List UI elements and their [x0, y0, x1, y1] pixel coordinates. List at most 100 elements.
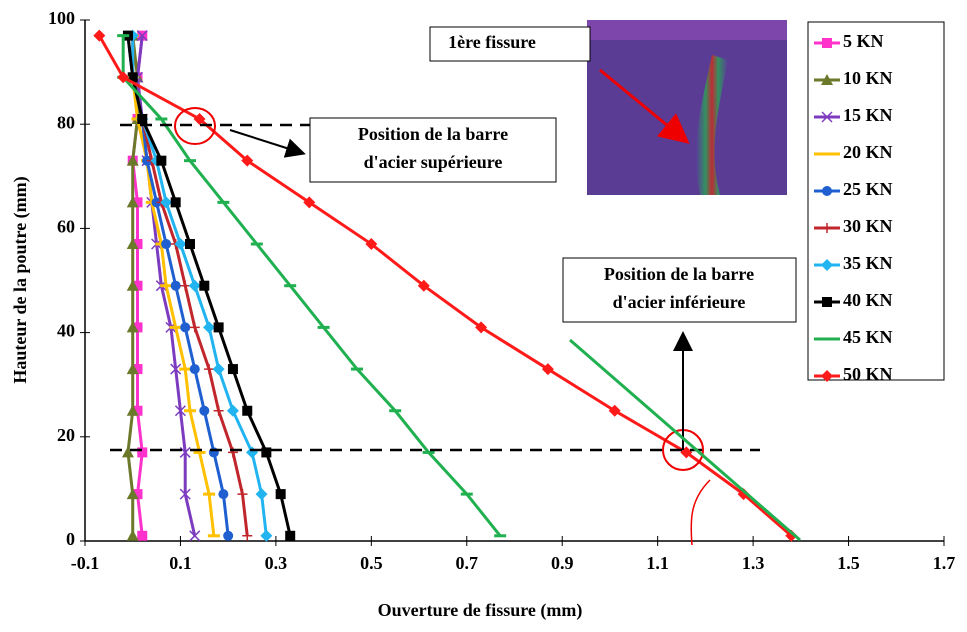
- marker: [199, 405, 210, 416]
- legend-marker: [822, 38, 832, 48]
- marker: [126, 488, 139, 500]
- x-tick-label: 0.3: [265, 553, 288, 573]
- annotation: Position de la barre: [358, 124, 508, 144]
- series: [93, 29, 798, 542]
- legend-label: 10 KN: [843, 68, 893, 88]
- x-tick-label: 0.9: [551, 553, 574, 573]
- y-tick-label: 60: [57, 217, 75, 237]
- marker: [161, 239, 172, 250]
- marker: [170, 280, 181, 291]
- marker: [188, 279, 201, 292]
- marker: [160, 196, 173, 209]
- marker: [203, 321, 216, 334]
- marker: [179, 488, 191, 500]
- legend-label: 15 KN: [843, 105, 893, 125]
- legend: 5 KN 10 KN 15 KN 20 KN 25 KN 30 KN 35 KN 40 KN 4…: [807, 21, 945, 384]
- marker: [126, 279, 139, 291]
- marker: [541, 363, 554, 376]
- legend-marker: [821, 74, 833, 85]
- marker: [212, 363, 225, 376]
- marker: [213, 405, 224, 416]
- marker: [237, 489, 248, 500]
- marker: [170, 363, 182, 375]
- marker: [199, 280, 210, 291]
- marker: [126, 238, 139, 250]
- marker: [189, 530, 201, 542]
- marker: [218, 489, 229, 500]
- marker: [127, 72, 138, 83]
- annotations: Position de la barre d'acier supérieure …: [110, 107, 801, 546]
- marker: [180, 322, 191, 333]
- x-tick-label: 0.7: [456, 553, 479, 573]
- marker: [608, 404, 621, 417]
- marker: [132, 489, 143, 500]
- marker: [132, 364, 143, 375]
- annotation: 1ère fissure: [448, 32, 536, 52]
- legend-marker: [822, 297, 832, 307]
- marker: [132, 405, 143, 416]
- marker: [121, 446, 134, 458]
- marker: [204, 364, 215, 375]
- x-tick-label: 1.7: [933, 553, 956, 573]
- marker: [189, 364, 200, 375]
- legend-marker: [822, 186, 832, 196]
- marker: [246, 446, 259, 459]
- legend-marker: [822, 223, 832, 233]
- marker: [189, 322, 200, 333]
- legend-label: 25 KN: [843, 179, 893, 199]
- marker: [126, 154, 139, 166]
- marker: [117, 71, 130, 84]
- legend-label: 50 KN: [843, 364, 893, 384]
- x-tick-label: 1.5: [837, 553, 860, 573]
- legend-label: 20 KN: [843, 142, 893, 162]
- marker: [226, 404, 239, 417]
- x-tick-label: 0.5: [360, 553, 383, 573]
- marker: [184, 239, 195, 250]
- inset-photo: 1ère fissure: [429, 20, 787, 195]
- marker: [227, 364, 238, 375]
- legend-label: 30 KN: [843, 216, 893, 236]
- y-tick-label: 100: [48, 8, 75, 28]
- y-tick-label: 20: [57, 425, 75, 445]
- plot-area: 0 20 40 60 80 100 -0.1 0.1 0.3 0.5 0.7 0.9 1.1 1.3 1.5…: [48, 8, 955, 573]
- marker: [156, 155, 167, 166]
- legend-marker: [821, 111, 833, 123]
- marker: [275, 489, 286, 500]
- y-tick-label: 0: [66, 529, 75, 549]
- x-axis-title: Ouverture de fissure (mm): [378, 600, 583, 621]
- y-axis-title: Hauteur de la poutre (mm): [10, 176, 31, 383]
- marker: [137, 113, 148, 124]
- marker: [785, 529, 798, 542]
- marker: [303, 196, 316, 209]
- marker: [223, 530, 234, 541]
- marker: [180, 280, 191, 291]
- x-tick-label: 1.3: [742, 553, 765, 573]
- legend-marker: [821, 370, 833, 382]
- annotation: d'acier supérieure: [364, 152, 503, 172]
- marker: [213, 322, 224, 333]
- marker: [132, 280, 143, 291]
- marker: [285, 530, 296, 541]
- marker: [260, 529, 273, 542]
- legend-label: 5 KN: [843, 31, 884, 51]
- legend-label: 40 KN: [843, 290, 893, 310]
- annotation: Position de la barre: [604, 264, 754, 284]
- marker: [365, 238, 378, 251]
- marker: [126, 529, 139, 541]
- series: [122, 30, 296, 541]
- series: [117, 34, 507, 538]
- marker: [475, 321, 488, 334]
- marker: [242, 530, 253, 541]
- marker: [737, 488, 750, 501]
- marker: [136, 30, 148, 42]
- marker: [174, 405, 186, 417]
- marker: [126, 321, 139, 333]
- marker: [174, 238, 187, 251]
- legend-label: 35 KN: [843, 253, 893, 273]
- annotation: d'acier inférieure: [613, 292, 746, 312]
- marker: [193, 112, 206, 125]
- marker: [417, 279, 430, 292]
- marker: [170, 197, 181, 208]
